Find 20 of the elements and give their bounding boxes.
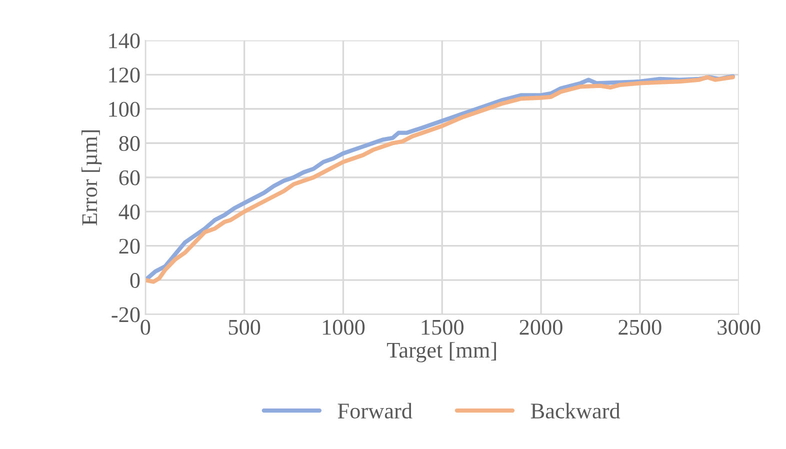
y-tick-label: 120	[109, 68, 140, 83]
x-axis-title: Target [mm]	[387, 342, 496, 362]
x-tick-label: 1000	[322, 320, 365, 335]
x-tick-label: 0	[140, 320, 150, 335]
x-tick-label: 2000	[520, 320, 562, 335]
y-tick-label: 40	[118, 204, 140, 220]
legend-label: Forward	[338, 402, 412, 419]
x-tick-label: 500	[228, 320, 260, 335]
y-tick-label: 140	[109, 33, 140, 48]
x-tick-label: 2500	[618, 320, 662, 335]
y-tick-label: 100	[109, 102, 140, 117]
y-axis-title: Error [µm]	[82, 130, 102, 226]
y-tick-label: 60	[119, 170, 140, 186]
y-tick-label: 20	[119, 238, 140, 254]
y-tick-label: -20	[112, 307, 140, 322]
x-tick-label: 1500	[422, 320, 464, 335]
x-tick-label: 3000	[718, 320, 760, 335]
legend-label: Backward	[530, 402, 620, 419]
y-tick-label: 0	[130, 272, 140, 288]
y-tick-label: 80	[119, 136, 140, 152]
